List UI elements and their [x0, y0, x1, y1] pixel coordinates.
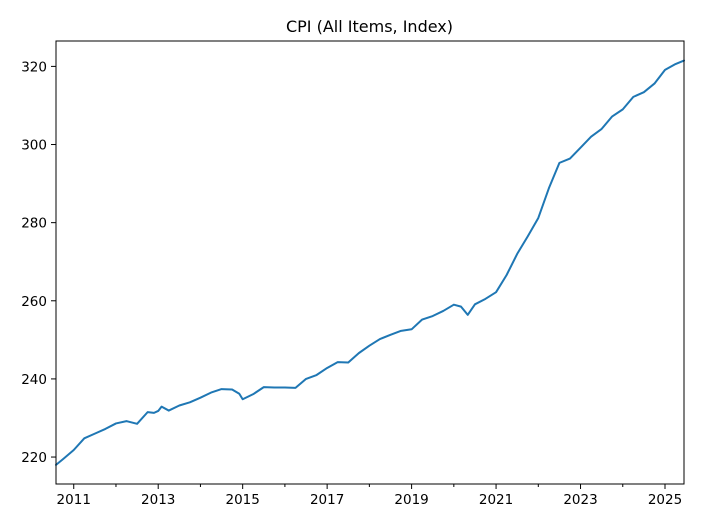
y-tick-label: 280 — [21, 216, 47, 232]
x-tick-label: 2025 — [648, 492, 682, 508]
x-tick-label: 2019 — [394, 492, 428, 508]
series-group — [55, 59, 685, 466]
ticks-group: 220 240 260 280 300 320 2011 2013 2015 2017 2019 20… — [21, 59, 682, 508]
plot-frame — [55, 40, 685, 485]
x-tick-label: 2015 — [225, 492, 259, 508]
y-tick-label: 320 — [21, 59, 47, 75]
y-tick-label: 220 — [21, 450, 47, 466]
cpi-series-line — [55, 59, 685, 466]
x-tick-label: 2023 — [563, 492, 597, 508]
chart-title: CPI (All Items, Index) — [286, 17, 453, 36]
x-tick-label: 2021 — [479, 492, 513, 508]
y-tick-label: 260 — [21, 294, 47, 310]
x-tick-label: 2011 — [57, 492, 91, 508]
y-tick-label: 240 — [21, 372, 47, 388]
x-tick-label: 2013 — [141, 492, 175, 508]
y-tick-label: 300 — [21, 138, 47, 154]
x-tick-label: 2017 — [310, 492, 344, 508]
